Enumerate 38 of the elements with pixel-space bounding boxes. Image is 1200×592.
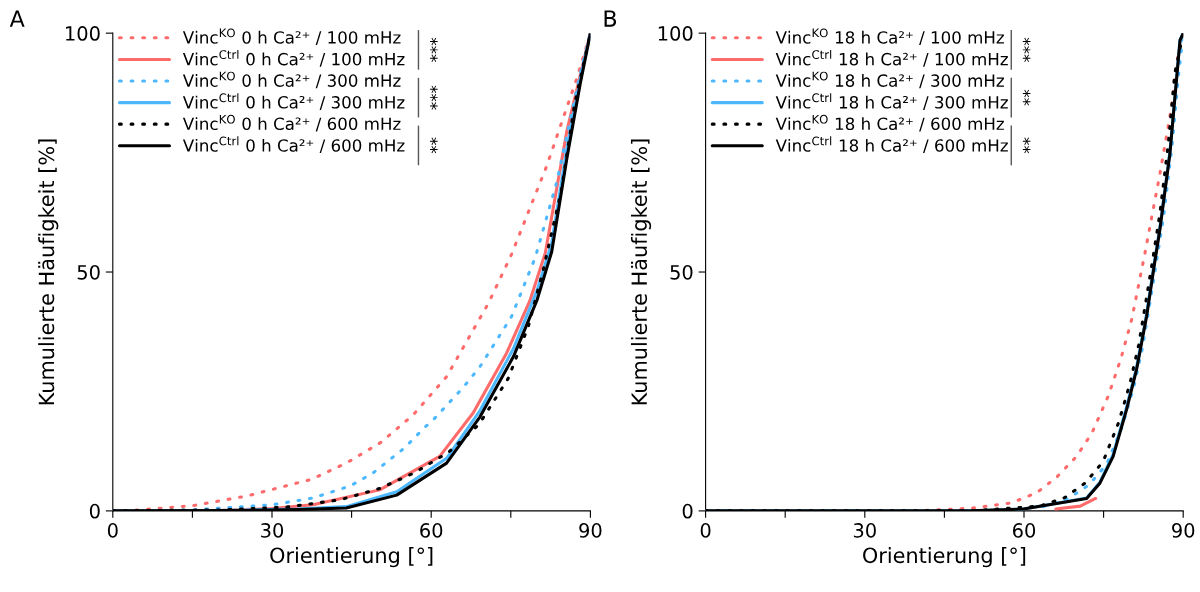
annotation: ** <box>430 137 438 154</box>
legend-label: Vinc$^{Ctrl}$ 18 h Ca²⁺ / 600 mHz <box>775 136 1008 154</box>
x-tick-label: 0 <box>700 523 711 538</box>
annotation: ** <box>1022 137 1031 154</box>
y-tick-label: 100 <box>658 26 693 41</box>
legend-label: Vinc$^{KO}$ 0 h Ca²⁺ / 300 mHz <box>182 71 401 89</box>
annotation: *** <box>430 85 438 110</box>
legend-label: Vinc$^{Ctrl}$ 0 h Ca²⁺ / 300 mHz <box>182 93 405 110</box>
y-axis-title: Kumulierte Häufigkeit [%] <box>630 139 652 405</box>
y-tick-label: 0 <box>89 503 100 519</box>
legend-label: Vinc$^{KO}$ 0 h Ca²⁺ / 100 mHz <box>182 28 401 46</box>
legend-label: Vinc$^{KO}$ 18 h Ca²⁺ / 300 mHz <box>775 71 1004 89</box>
x-tick-label: 60 <box>1012 523 1036 538</box>
x-tick-label: 0 <box>107 523 118 538</box>
chart-title: A <box>9 10 25 27</box>
y-tick-label: 0 <box>682 503 693 519</box>
x-tick-label: 60 <box>420 523 443 538</box>
x-axis-title: Orientierung [°] <box>863 547 1026 568</box>
x-tick-label: 90 <box>1172 523 1195 538</box>
legend-label: Vinc$^{Ctrl}$ 18 h Ca²⁺ / 300 mHz <box>775 93 1008 110</box>
y-tick-label: 50 <box>77 264 100 280</box>
y-tick-label: 100 <box>66 26 100 41</box>
chart-title: B <box>604 10 617 27</box>
legend-label: Vinc$^{Ctrl}$ 18 h Ca²⁺ / 100 mHz <box>775 49 1008 67</box>
x-axis-title: Orientierung [°] <box>270 547 433 568</box>
y-tick-label: 50 <box>670 264 693 280</box>
annotation: ** <box>1022 89 1031 106</box>
x-tick-label: 30 <box>853 523 876 538</box>
annotation: *** <box>1022 37 1031 62</box>
annotation: *** <box>430 37 438 62</box>
y-axis-title: Kumulierte Häufigkeit [%] <box>38 139 59 405</box>
x-tick-label: 30 <box>261 523 284 538</box>
legend-label: Vinc$^{KO}$ 18 h Ca²⁺ / 600 mHz <box>775 114 1004 132</box>
legend-label: Vinc$^{KO}$ 18 h Ca²⁺ / 100 mHz <box>775 28 1004 46</box>
legend-label: Vinc$^{Ctrl}$ 0 h Ca²⁺ / 100 mHz <box>182 49 405 67</box>
legend-label: Vinc$^{Ctrl}$ 0 h Ca²⁺ / 600 mHz <box>182 136 405 154</box>
legend-label: Vinc$^{KO}$ 0 h Ca²⁺ / 600 mHz <box>182 114 401 132</box>
x-tick-label: 90 <box>579 523 602 538</box>
